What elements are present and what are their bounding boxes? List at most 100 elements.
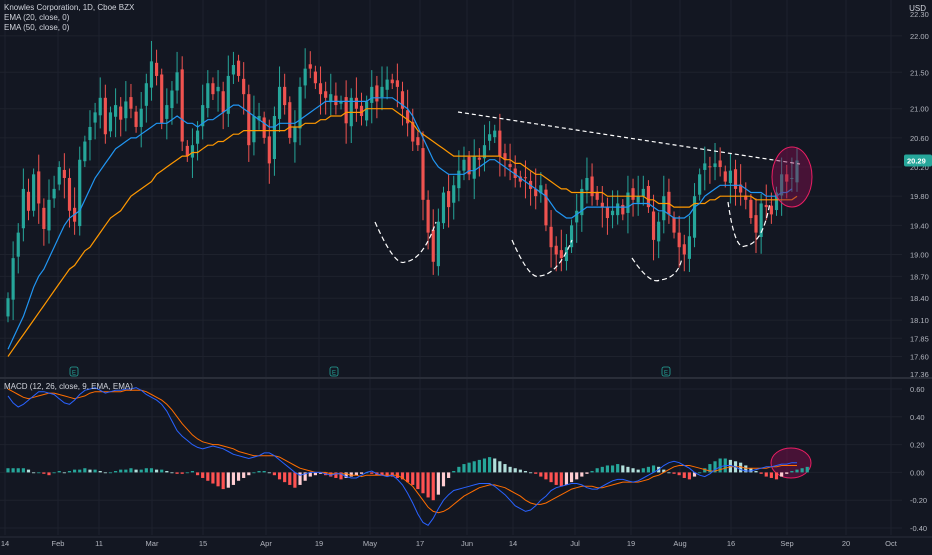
up-candle[interactable] bbox=[124, 81, 128, 132]
up-candle[interactable] bbox=[564, 234, 569, 271]
histogram-bar[interactable] bbox=[559, 472, 563, 487]
histogram-bar[interactable] bbox=[518, 469, 522, 473]
up-candle[interactable] bbox=[575, 194, 579, 243]
histogram-bar[interactable] bbox=[103, 472, 107, 474]
up-candle[interactable] bbox=[329, 73, 333, 116]
down-candle[interactable] bbox=[308, 51, 312, 79]
histogram-bar[interactable] bbox=[211, 472, 215, 484]
histogram-bar[interactable] bbox=[313, 472, 317, 476]
histogram-bar[interactable] bbox=[37, 472, 41, 474]
histogram-bar[interactable] bbox=[769, 472, 773, 478]
up-candle[interactable] bbox=[488, 121, 492, 151]
up-candle[interactable] bbox=[201, 84, 205, 140]
histogram-bar[interactable] bbox=[513, 468, 517, 473]
histogram-bar[interactable] bbox=[318, 472, 323, 474]
histogram-bar[interactable] bbox=[52, 472, 56, 474]
histogram-bar[interactable] bbox=[539, 472, 543, 477]
histogram-bar[interactable] bbox=[441, 472, 446, 487]
down-candle[interactable] bbox=[718, 147, 722, 177]
up-candle[interactable] bbox=[114, 88, 118, 138]
down-candle[interactable] bbox=[477, 148, 481, 177]
histogram-bar[interactable] bbox=[108, 472, 113, 474]
histogram-bar[interactable] bbox=[231, 472, 236, 485]
down-candle[interactable] bbox=[754, 198, 758, 254]
histogram-bar[interactable] bbox=[124, 469, 128, 473]
histogram-bar[interactable] bbox=[93, 469, 97, 473]
down-candle[interactable] bbox=[549, 210, 553, 268]
down-candle[interactable] bbox=[621, 199, 625, 221]
histogram-bar[interactable] bbox=[339, 472, 343, 480]
up-candle[interactable] bbox=[436, 208, 440, 276]
histogram-bar[interactable] bbox=[472, 461, 476, 473]
up-candle[interactable] bbox=[175, 51, 179, 104]
down-candle[interactable] bbox=[129, 83, 133, 119]
up-candle[interactable] bbox=[108, 106, 113, 138]
up-candle[interactable] bbox=[452, 175, 456, 220]
histogram-bar[interactable] bbox=[462, 464, 466, 473]
histogram-bar[interactable] bbox=[457, 466, 461, 473]
histogram-bar[interactable] bbox=[242, 472, 246, 478]
histogram-bar[interactable] bbox=[57, 471, 61, 473]
up-candle[interactable] bbox=[339, 95, 343, 110]
up-candle[interactable] bbox=[569, 219, 574, 254]
down-candle[interactable] bbox=[764, 184, 768, 221]
histogram-bar[interactable] bbox=[426, 472, 430, 498]
down-candle[interactable] bbox=[26, 178, 31, 221]
down-candle[interactable] bbox=[421, 131, 425, 221]
histogram-bar[interactable] bbox=[160, 469, 164, 473]
up-candle[interactable] bbox=[493, 124, 497, 143]
down-candle[interactable] bbox=[324, 81, 328, 115]
histogram-bar[interactable] bbox=[206, 472, 210, 481]
histogram-bar[interactable] bbox=[703, 468, 707, 473]
histogram-bar[interactable] bbox=[78, 469, 82, 473]
histogram-bar[interactable] bbox=[431, 472, 435, 501]
down-candle[interactable] bbox=[354, 77, 358, 122]
down-candle[interactable] bbox=[508, 143, 512, 181]
earnings-marker[interactable]: E bbox=[661, 366, 671, 377]
down-candle[interactable] bbox=[334, 82, 338, 115]
down-candle[interactable] bbox=[262, 111, 266, 144]
up-candle[interactable] bbox=[662, 175, 666, 234]
histogram-bar[interactable] bbox=[764, 472, 768, 477]
down-candle[interactable] bbox=[677, 215, 681, 268]
histogram-bar[interactable] bbox=[805, 466, 809, 473]
histogram-bar[interactable] bbox=[421, 472, 425, 494]
up-candle[interactable] bbox=[231, 51, 236, 84]
histogram-bar[interactable] bbox=[16, 468, 20, 473]
up-candle[interactable] bbox=[641, 175, 645, 206]
down-candle[interactable] bbox=[318, 66, 323, 115]
down-candle[interactable] bbox=[400, 81, 405, 126]
histogram-bar[interactable] bbox=[359, 472, 364, 474]
down-candle[interactable] bbox=[288, 96, 292, 144]
histogram-bar[interactable] bbox=[713, 461, 717, 473]
down-candle[interactable] bbox=[590, 163, 594, 206]
down-candle[interactable] bbox=[559, 229, 563, 272]
histogram-bar[interactable] bbox=[400, 472, 405, 480]
down-candle[interactable] bbox=[426, 190, 430, 250]
up-candle[interactable] bbox=[795, 147, 799, 192]
histogram-bar[interactable] bbox=[698, 472, 702, 474]
histogram-bar[interactable] bbox=[621, 465, 625, 473]
up-candle[interactable] bbox=[52, 175, 56, 208]
up-candle[interactable] bbox=[88, 110, 92, 161]
up-candle[interactable] bbox=[728, 153, 732, 204]
histogram-bar[interactable] bbox=[677, 472, 681, 476]
histogram-bar[interactable] bbox=[682, 472, 686, 478]
histogram-bar[interactable] bbox=[580, 472, 584, 477]
down-candle[interactable] bbox=[631, 178, 635, 217]
up-candle[interactable] bbox=[206, 70, 210, 118]
down-candle[interactable] bbox=[242, 62, 246, 115]
up-candle[interactable] bbox=[78, 146, 82, 236]
down-candle[interactable] bbox=[359, 92, 364, 126]
up-candle[interactable] bbox=[713, 142, 717, 181]
down-candle[interactable] bbox=[708, 156, 712, 184]
down-candle[interactable] bbox=[518, 170, 522, 188]
down-candle[interactable] bbox=[236, 54, 241, 82]
down-candle[interactable] bbox=[605, 197, 610, 235]
histogram-bar[interactable] bbox=[672, 472, 676, 474]
down-candle[interactable] bbox=[672, 211, 676, 239]
up-candle[interactable] bbox=[277, 66, 282, 133]
histogram-bar[interactable] bbox=[175, 472, 179, 474]
histogram-bar[interactable] bbox=[390, 472, 394, 477]
